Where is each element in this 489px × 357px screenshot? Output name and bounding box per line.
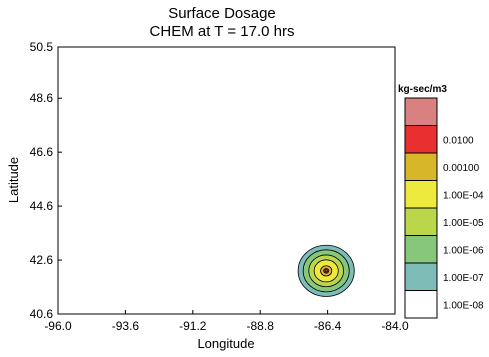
legend-title: kg-sec/m3 bbox=[398, 84, 447, 95]
x-axis-ticks: -96.0 -93.6 -91.2 -88.8 -86.4 -84.0 bbox=[44, 310, 409, 333]
x-tick-label: -86.4 bbox=[314, 319, 342, 333]
contour-level-7 bbox=[324, 269, 328, 273]
legend-swatch bbox=[404, 207, 438, 236]
x-tick-label: -93.6 bbox=[112, 319, 140, 333]
y-tick-label: 42.6 bbox=[30, 253, 54, 267]
legend-label: 0.0100 bbox=[443, 135, 474, 146]
plume-contours bbox=[297, 244, 355, 297]
legend-label: 1.00E-08 bbox=[443, 300, 484, 311]
x-tick-label: -88.8 bbox=[247, 319, 275, 333]
x-axis-label: Longitude bbox=[197, 336, 254, 351]
y-tick-label: 40.6 bbox=[30, 307, 54, 321]
legend-swatch bbox=[404, 290, 438, 319]
y-tick-label: 50.5 bbox=[30, 40, 54, 54]
x-tick-label: -96.0 bbox=[44, 319, 72, 333]
legend-label: 1.00E-06 bbox=[443, 245, 484, 256]
chart-subtitle: CHEM at T = 17.0 hrs bbox=[150, 23, 295, 40]
legend-swatch bbox=[404, 97, 438, 126]
legend-swatch bbox=[404, 152, 438, 181]
chart-title: Surface Dosage bbox=[168, 5, 276, 22]
legend-swatch bbox=[404, 125, 438, 154]
legend-label: 1.00E-04 bbox=[443, 190, 484, 201]
y-axis-label: Latitude bbox=[6, 157, 21, 203]
y-tick-label: 46.6 bbox=[30, 145, 54, 159]
y-tick-label: 44.6 bbox=[30, 199, 54, 213]
x-tick-label: -84.0 bbox=[381, 319, 409, 333]
legend-swatch bbox=[404, 235, 438, 264]
legend-label: 1.00E-07 bbox=[443, 273, 484, 284]
legend: 0.0100 0.00100 1.00E-04 1.00E-05 1.00E-06 1.0… bbox=[404, 97, 484, 319]
y-tick-label: 48.6 bbox=[30, 91, 54, 105]
legend-label: 1.00E-05 bbox=[443, 218, 484, 229]
legend-swatch bbox=[404, 180, 438, 209]
legend-swatch bbox=[404, 262, 438, 291]
x-tick-label: -91.2 bbox=[179, 319, 207, 333]
y-axis-ticks: 40.6 42.6 44.6 46.6 48.6 50.5 bbox=[30, 40, 62, 321]
legend-label: 0.00100 bbox=[443, 163, 480, 174]
